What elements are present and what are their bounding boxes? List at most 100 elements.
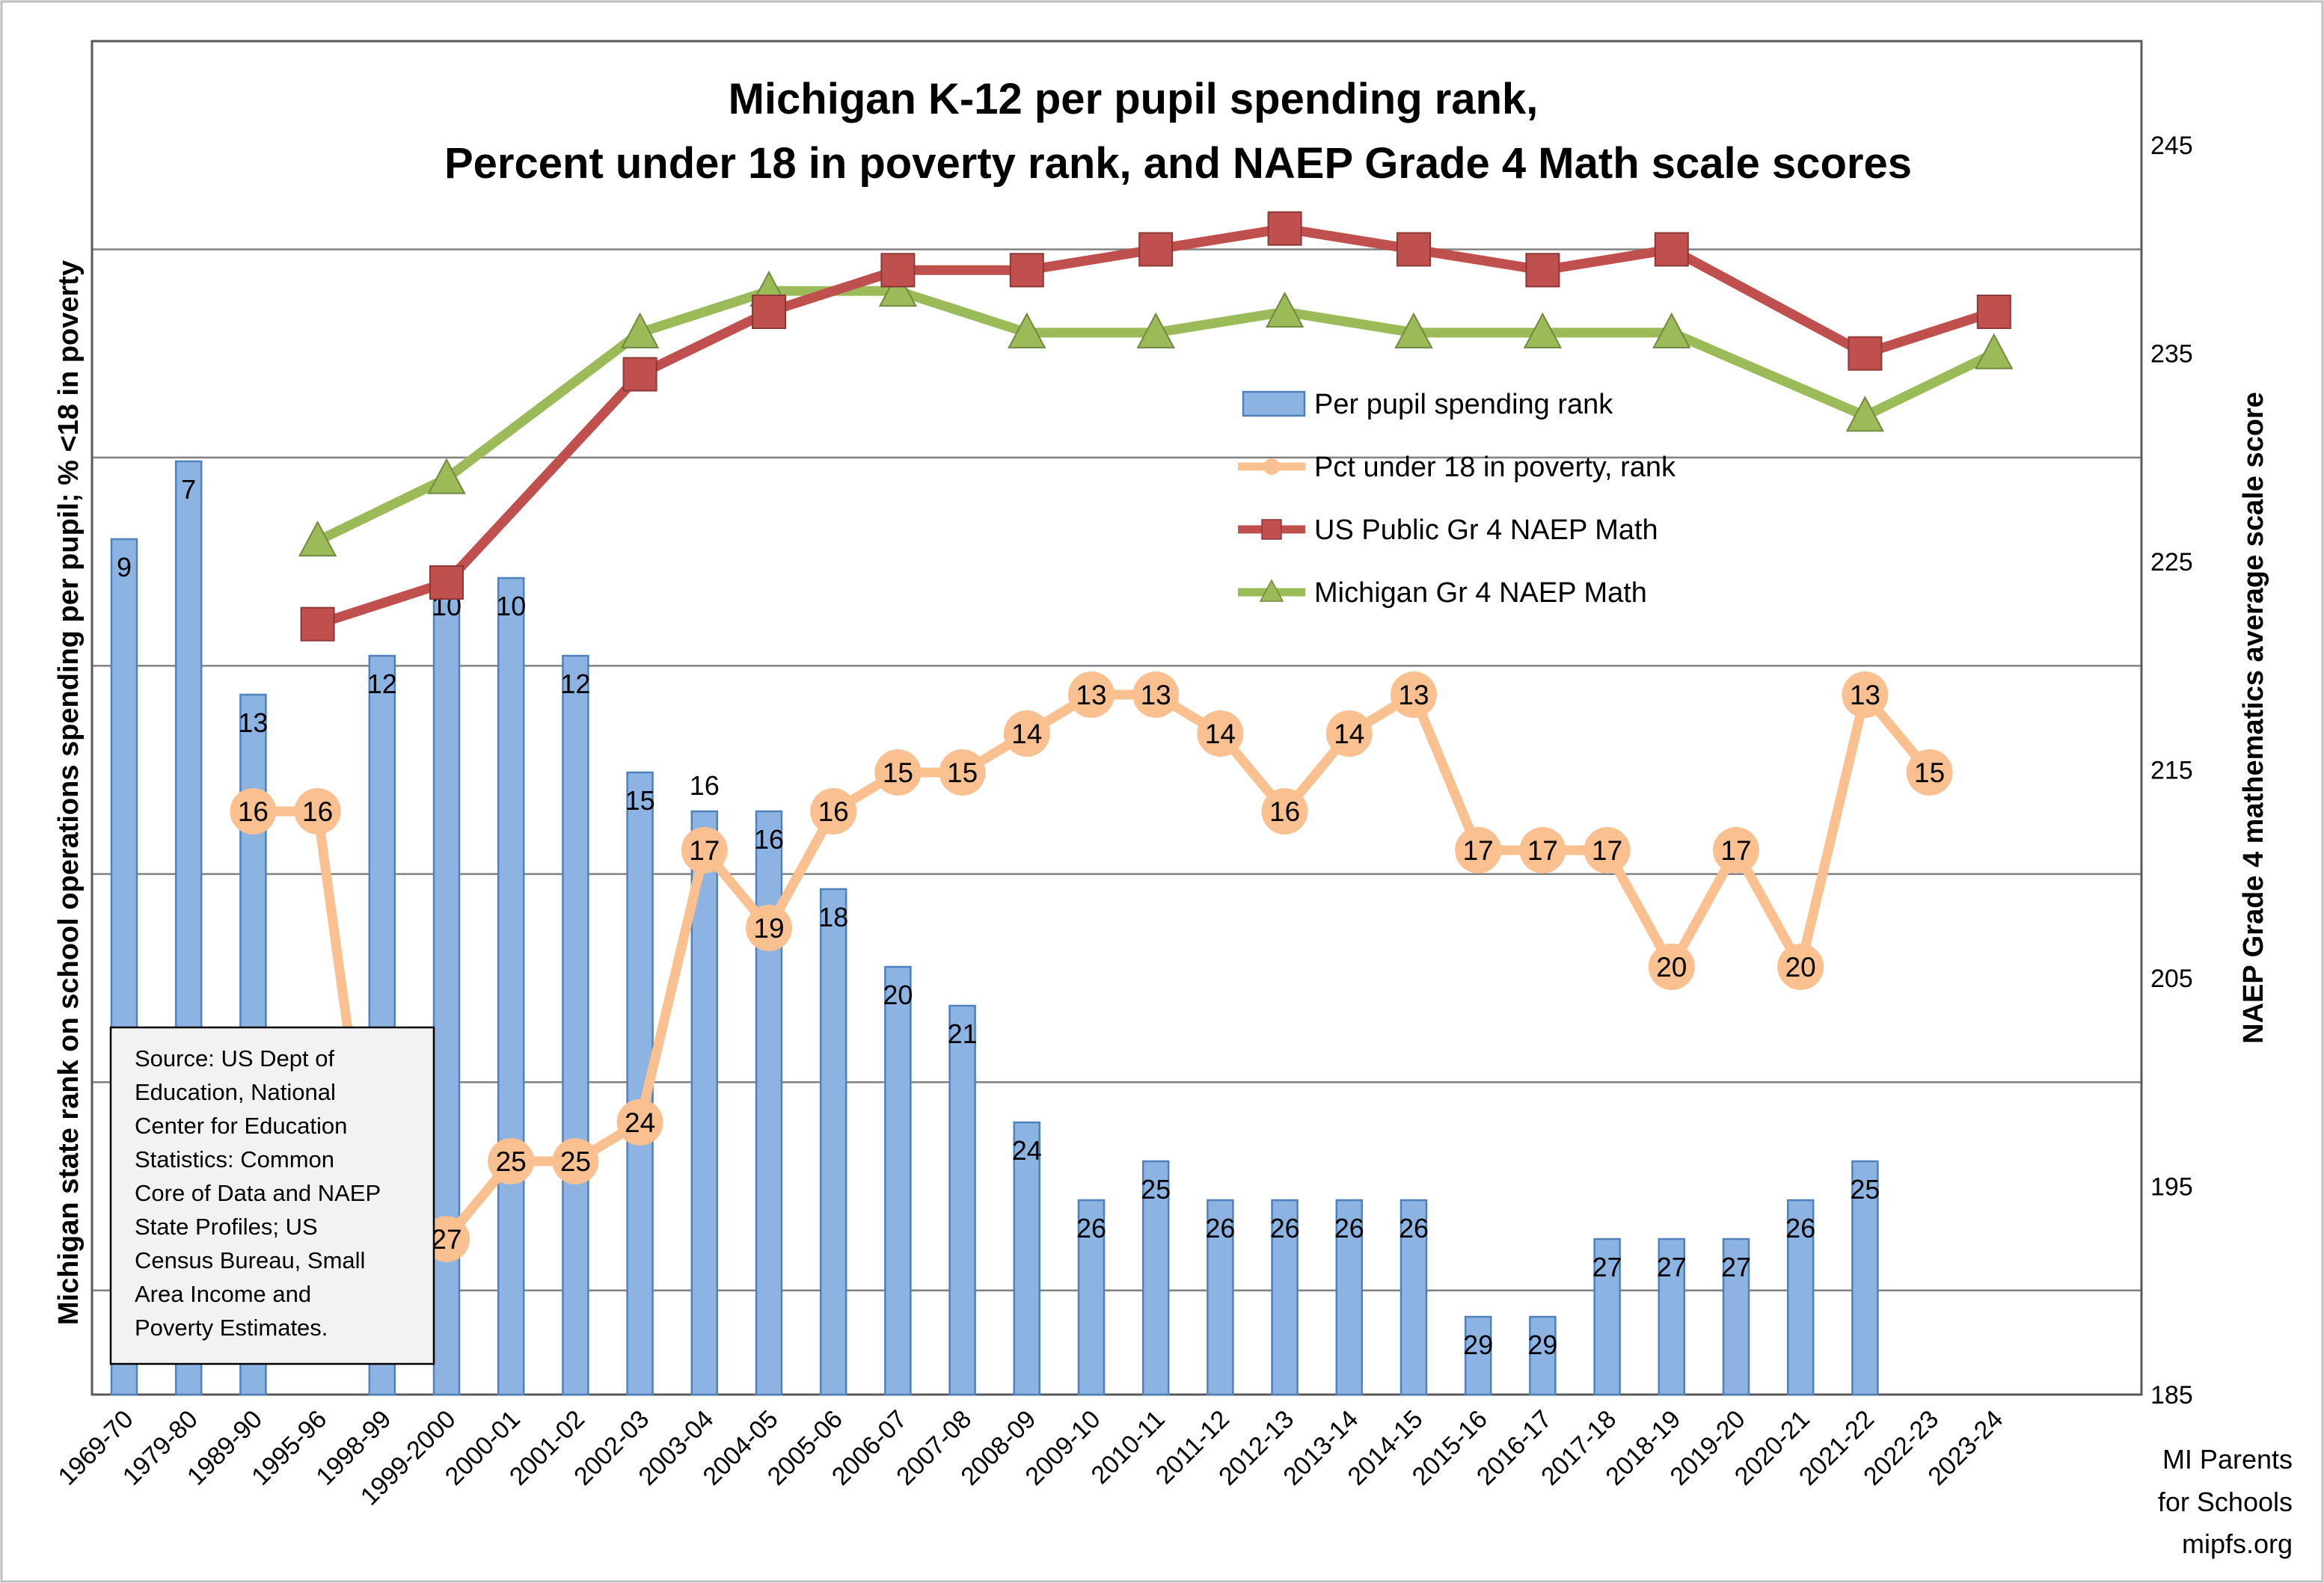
source-box: Source: US Dept of Education, National C… bbox=[109, 1026, 435, 1365]
spending-bar bbox=[1529, 1315, 1557, 1396]
source-line: Center for Education bbox=[135, 1113, 347, 1139]
poverty-label: 20 bbox=[1656, 952, 1687, 983]
spending-bar bbox=[884, 965, 912, 1396]
spending-bar-label: 16 bbox=[690, 770, 720, 801]
credit-line: for Schools bbox=[2158, 1487, 2293, 1517]
legend-swatch-bar bbox=[1242, 390, 1306, 417]
poverty-label: 17 bbox=[1592, 835, 1622, 866]
right-tick-label: 205 bbox=[2150, 965, 2193, 993]
spending-bar-label: 12 bbox=[367, 668, 397, 699]
mi-naep-marker bbox=[1394, 312, 1433, 348]
spending-bar-label: 27 bbox=[1657, 1252, 1687, 1282]
plot-area bbox=[91, 40, 2143, 1396]
credit: MI Parents for Schools mipfs.org bbox=[2158, 1444, 2293, 1559]
spending-bar-label: 26 bbox=[1399, 1213, 1429, 1244]
poverty-marker bbox=[1777, 944, 1824, 990]
source-line: Source: US Dept of bbox=[135, 1045, 334, 1072]
spending-bar bbox=[1141, 1160, 1170, 1396]
spending-bar bbox=[1464, 1315, 1492, 1396]
poverty-marker bbox=[1261, 788, 1308, 834]
source-line: Poverty Estimates. bbox=[135, 1315, 328, 1341]
mi-naep-marker bbox=[1845, 396, 1885, 432]
source-line: Education, National bbox=[135, 1079, 336, 1105]
right-tick-label: 235 bbox=[2150, 340, 2193, 369]
spending-bar bbox=[755, 810, 783, 1396]
spending-bar bbox=[1851, 1160, 1879, 1396]
spending-bar-label: 26 bbox=[1785, 1213, 1815, 1244]
right-tick-label: 195 bbox=[2150, 1173, 2193, 1202]
spending-bar bbox=[948, 1004, 976, 1396]
spending-bar bbox=[819, 888, 847, 1396]
source-box-frame bbox=[109, 1026, 435, 1365]
spending-bar-label: 25 bbox=[1141, 1174, 1171, 1205]
us-naep-marker bbox=[1138, 232, 1174, 267]
poverty-label: 25 bbox=[496, 1146, 527, 1177]
spending-bar-label: 27 bbox=[1592, 1252, 1622, 1282]
poverty-label: 14 bbox=[1205, 719, 1236, 749]
legend-marker-circle bbox=[1263, 458, 1280, 475]
us-naep-marker bbox=[429, 565, 464, 600]
poverty-marker bbox=[1197, 710, 1244, 757]
poverty-label: 17 bbox=[689, 835, 720, 866]
us-naep-marker bbox=[622, 357, 657, 392]
credit-line: mipfs.org bbox=[2182, 1528, 2293, 1559]
poverty-marker bbox=[616, 1099, 663, 1146]
poverty-label: 25 bbox=[560, 1146, 591, 1177]
mi-naep-marker bbox=[1008, 312, 1046, 348]
poverty-label: 16 bbox=[1269, 796, 1300, 827]
us-naep-marker bbox=[880, 253, 916, 288]
spending-bar-label: 26 bbox=[1076, 1213, 1106, 1244]
mi-naep-marker bbox=[1523, 312, 1563, 348]
left-axis-label: Michigan state rank on school operations… bbox=[53, 260, 85, 1325]
spending-bar-label: 26 bbox=[1334, 1213, 1364, 1244]
mi-naep-marker bbox=[878, 271, 918, 307]
spending-bar bbox=[1786, 1199, 1815, 1396]
poverty-marker bbox=[681, 827, 728, 873]
right-tick-label: 245 bbox=[2150, 132, 2193, 160]
poverty-marker bbox=[488, 1138, 535, 1184]
right-axis-label: NAEP Grade 4 mathematics average scale s… bbox=[2238, 392, 2269, 1044]
spending-bar bbox=[562, 654, 589, 1396]
chart-title-line-2: Percent under 18 in poverty rank, and NA… bbox=[444, 139, 1912, 188]
spending-bar bbox=[1658, 1238, 1686, 1396]
poverty-marker bbox=[230, 788, 277, 834]
poverty-marker bbox=[552, 1138, 599, 1184]
right-tick-label: 215 bbox=[2150, 757, 2193, 785]
poverty-marker bbox=[1842, 671, 1889, 718]
poverty-marker bbox=[1519, 827, 1566, 873]
poverty-marker bbox=[1713, 827, 1759, 873]
naep-lines bbox=[298, 211, 2014, 642]
spending-bar-label: 29 bbox=[1463, 1330, 1493, 1360]
poverty-marker bbox=[1648, 944, 1695, 990]
spending-bar-label: 15 bbox=[625, 785, 655, 816]
poverty-label: 13 bbox=[1141, 680, 1171, 710]
spending-bar-label: 26 bbox=[1270, 1213, 1300, 1244]
poverty-marker bbox=[1068, 671, 1115, 718]
poverty-label: 16 bbox=[818, 796, 849, 827]
mi-naep-marker bbox=[1975, 333, 2014, 369]
us-naep-marker bbox=[1396, 232, 1431, 267]
poverty-marker bbox=[1455, 827, 1502, 873]
poverty-marker bbox=[423, 1216, 470, 1262]
spending-bar-label: 20 bbox=[883, 980, 913, 1010]
source-line: Area Income and bbox=[135, 1281, 311, 1307]
spending-bar-label: 13 bbox=[238, 707, 268, 738]
poverty-label: 15 bbox=[947, 757, 978, 788]
spending-bar bbox=[690, 810, 719, 1396]
spending-bar-label: 10 bbox=[496, 591, 526, 621]
legend: Per pupil spending rank Pct under 18 in p… bbox=[1238, 389, 1676, 609]
poverty-label: 27 bbox=[431, 1224, 462, 1255]
poverty-line: 1616282725252417191615151413131416141317… bbox=[230, 671, 1953, 1301]
poverty-label: 13 bbox=[1850, 680, 1880, 710]
legend-marker-square bbox=[1261, 519, 1282, 540]
poverty-label: 19 bbox=[753, 913, 784, 944]
legend-label: US Public Gr 4 NAEP Math bbox=[1314, 514, 1658, 546]
spending-bar-label: 25 bbox=[1850, 1174, 1880, 1205]
us-naep-marker bbox=[1267, 211, 1302, 246]
us-naep-marker bbox=[1525, 253, 1560, 288]
spending-bar bbox=[1271, 1199, 1299, 1396]
source-line: Core of Data and NAEP bbox=[135, 1180, 381, 1206]
source-line: Statistics: Common bbox=[135, 1146, 334, 1172]
us-naep-marker bbox=[1009, 253, 1044, 288]
